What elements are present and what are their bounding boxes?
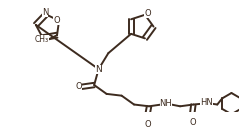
Text: NH: NH <box>159 99 172 108</box>
Text: N: N <box>95 65 102 74</box>
Text: HN: HN <box>200 98 212 107</box>
Text: O: O <box>76 82 82 91</box>
Text: O: O <box>143 120 150 127</box>
Text: N: N <box>42 8 48 17</box>
Text: O: O <box>53 16 59 25</box>
Text: CH₃: CH₃ <box>35 35 49 44</box>
Text: O: O <box>188 118 195 127</box>
Text: O: O <box>144 9 150 18</box>
